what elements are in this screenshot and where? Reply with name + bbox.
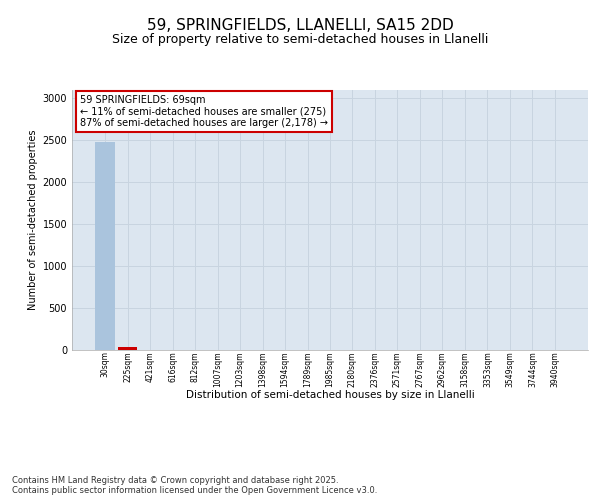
X-axis label: Distribution of semi-detached houses by size in Llanelli: Distribution of semi-detached houses by … (185, 390, 475, 400)
Y-axis label: Number of semi-detached properties: Number of semi-detached properties (28, 130, 38, 310)
Text: Size of property relative to semi-detached houses in Llanelli: Size of property relative to semi-detach… (112, 32, 488, 46)
Text: 59 SPRINGFIELDS: 69sqm
← 11% of semi-detached houses are smaller (275)
87% of se: 59 SPRINGFIELDS: 69sqm ← 11% of semi-det… (80, 95, 328, 128)
Bar (118, 348, 137, 350)
Text: 59, SPRINGFIELDS, LLANELLI, SA15 2DD: 59, SPRINGFIELDS, LLANELLI, SA15 2DD (146, 18, 454, 32)
Bar (95, 142, 115, 350)
Text: Contains HM Land Registry data © Crown copyright and database right 2025.
Contai: Contains HM Land Registry data © Crown c… (12, 476, 377, 495)
